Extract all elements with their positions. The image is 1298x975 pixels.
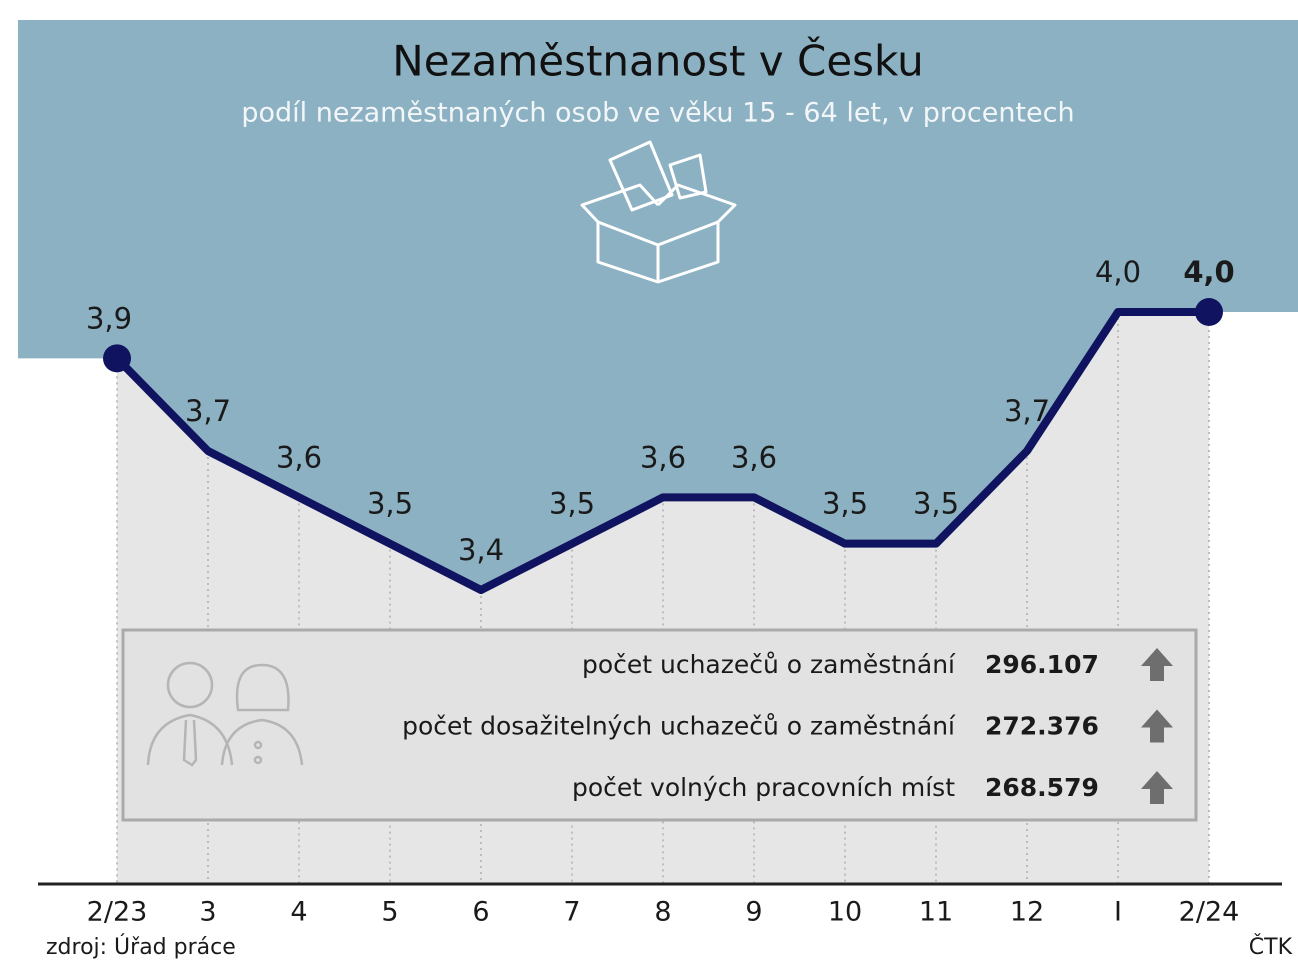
up-arrow	[1141, 648, 1173, 681]
up-arrow	[1141, 771, 1173, 804]
x-tick-label: 2/23	[87, 897, 148, 928]
box-icon	[580, 140, 737, 284]
chart-title: Nezaměstnanost v Česku	[392, 36, 923, 86]
value-label: 3,6	[731, 440, 777, 474]
chart-subtitle: podíl nezaměstnaných osob ve věku 15 - 6…	[241, 98, 1074, 129]
info-label: počet volných pracovních míst	[572, 773, 955, 802]
info-label: počet uchazečů o zaměstnání	[582, 650, 956, 679]
value-label: 3,4	[458, 533, 504, 567]
value-label: 3,9	[86, 301, 132, 335]
x-tick-label: I	[1114, 897, 1122, 928]
x-tick-label: 12	[1010, 897, 1044, 928]
x-tick-label: 9	[745, 897, 762, 928]
lower-white	[1209, 620, 1298, 975]
info-label: počet dosažitelných uchazečů o zaměstnán…	[402, 712, 956, 741]
value-label: 3,6	[640, 440, 686, 474]
value-label: 3,5	[549, 487, 595, 521]
x-tick-label: 3	[199, 897, 216, 928]
line	[114, 308, 1209, 594]
lower-white	[0, 620, 117, 975]
point	[103, 344, 131, 373]
x-tick-label: 5	[381, 897, 398, 928]
x-tick-label: 8	[654, 897, 671, 928]
value-label: 4,0	[1183, 255, 1234, 289]
source: zdroj: Úřad práce	[46, 934, 236, 960]
up-arrow	[1141, 709, 1173, 743]
value-label: 3,7	[1004, 394, 1050, 428]
x-tick-label: 6	[472, 897, 489, 928]
value-label: 3,5	[822, 487, 868, 521]
x-tick-label: 2/24	[1179, 897, 1240, 928]
x-tick-label: 10	[828, 897, 862, 928]
x-tick-label: 11	[919, 897, 953, 928]
info-box	[121, 628, 1198, 822]
point	[1195, 298, 1223, 326]
value-label: 3,5	[913, 487, 959, 521]
x-tick-label: 7	[563, 897, 580, 928]
people-icon	[146, 661, 304, 767]
info-value: 296.107	[985, 650, 1099, 679]
value-label: 3,5	[367, 487, 413, 521]
value-label: 3,6	[276, 440, 322, 474]
value-label: 4,0	[1095, 255, 1141, 289]
info-value: 268.579	[985, 773, 1099, 802]
value-label: 3,7	[185, 394, 231, 428]
credit: ČTK	[1249, 934, 1293, 960]
x-tick-label: 4	[290, 897, 307, 928]
info-value: 272.376	[985, 712, 1099, 741]
